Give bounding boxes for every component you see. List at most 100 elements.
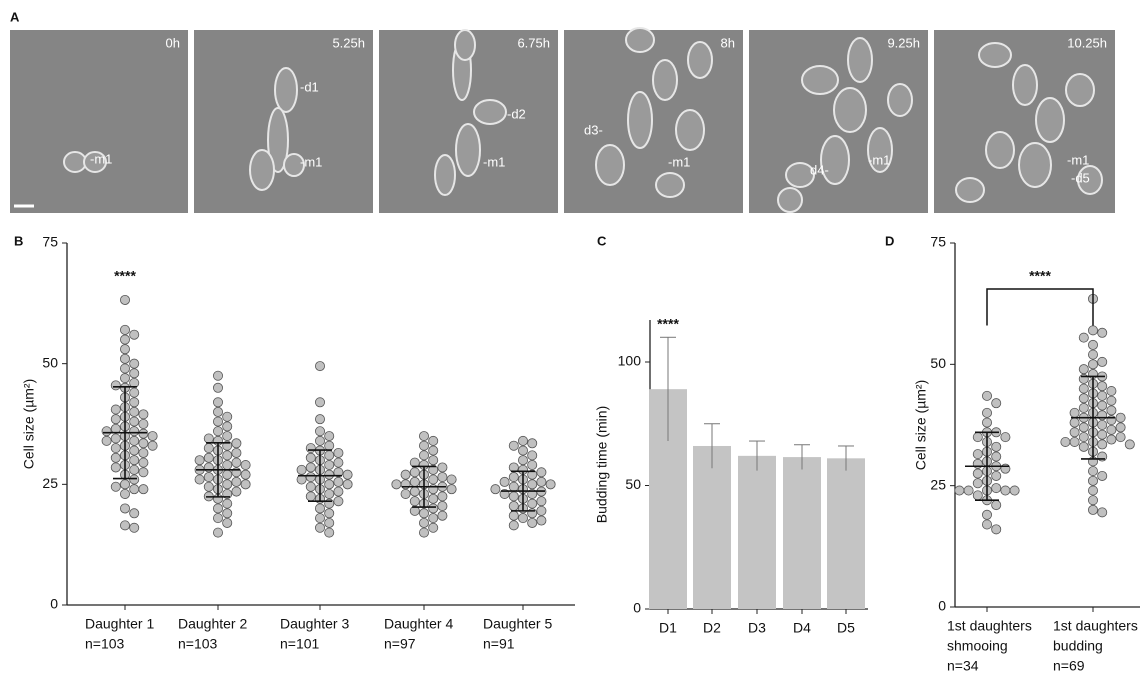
- cell: [1018, 142, 1052, 188]
- time-label: 9.25h: [887, 35, 920, 50]
- data-point: [409, 476, 420, 487]
- data-point: [129, 397, 140, 408]
- data-point: [508, 472, 519, 483]
- data-point: [120, 520, 131, 531]
- data-point: [527, 438, 538, 449]
- data-point: [314, 522, 325, 533]
- data-point: [1106, 424, 1117, 435]
- data-point: [418, 527, 429, 538]
- data-point: [138, 418, 149, 429]
- y-tick-label: 0: [50, 596, 58, 612]
- data-point: [1088, 475, 1099, 486]
- data-point: [231, 486, 242, 497]
- data-point: [527, 517, 538, 528]
- y-tick-label: 0: [938, 598, 946, 614]
- data-point: [1069, 417, 1080, 428]
- data-point: [536, 496, 547, 507]
- cell: [820, 135, 850, 185]
- significance-bracket: [986, 288, 1094, 326]
- data-point: [129, 522, 140, 533]
- data-point: [1088, 349, 1099, 360]
- data-point: [222, 411, 233, 422]
- data-point: [129, 484, 140, 495]
- micrograph: [10, 30, 188, 213]
- data-point: [222, 450, 233, 461]
- data-point: [333, 476, 344, 487]
- data-point: [527, 508, 538, 519]
- data-point: [972, 468, 983, 479]
- data-point: [991, 500, 1002, 511]
- data-point: [324, 440, 335, 451]
- data-point: [314, 435, 325, 446]
- cell: [655, 172, 685, 198]
- data-point: [1106, 395, 1117, 406]
- y-tick-label: 75: [930, 234, 946, 250]
- data-point: [101, 435, 112, 446]
- data-point: [129, 435, 140, 446]
- data-point: [428, 464, 439, 475]
- x-tick-label: budding: [1053, 638, 1103, 654]
- data-point: [1097, 470, 1108, 481]
- data-point: [545, 479, 556, 490]
- cell-label: -m1: [483, 154, 505, 169]
- data-point: [342, 469, 353, 480]
- data-point: [333, 486, 344, 497]
- data-point: [129, 368, 140, 379]
- data-point: [203, 462, 214, 473]
- data-point: [212, 416, 223, 427]
- cell-label: -d5: [1071, 170, 1090, 185]
- data-point: [508, 510, 519, 521]
- time-label: 6.75h: [517, 35, 550, 50]
- data-point: [110, 481, 121, 492]
- cell-label: -m1: [1067, 152, 1089, 167]
- data-point: [1078, 393, 1089, 404]
- y-tick-label: 0: [633, 600, 641, 616]
- cell: [955, 177, 985, 203]
- data-point: [1009, 485, 1020, 496]
- data-point: [333, 457, 344, 468]
- data-point: [991, 398, 1002, 409]
- cell: [978, 42, 1012, 68]
- data-point: [1106, 434, 1117, 445]
- data-point: [1069, 436, 1080, 447]
- data-point: [324, 450, 335, 461]
- data-point: [508, 520, 519, 531]
- x-tick-label: Daughter 3: [280, 616, 349, 632]
- cell: [455, 123, 481, 177]
- cell: [274, 67, 298, 113]
- data-point: [212, 503, 223, 514]
- data-point: [1097, 507, 1108, 518]
- data-point: [1069, 407, 1080, 418]
- data-point: [203, 472, 214, 483]
- data-point: [409, 467, 420, 478]
- data-point: [120, 503, 131, 514]
- cell: [595, 144, 625, 186]
- data-point: [314, 397, 325, 408]
- data-point: [428, 435, 439, 446]
- data-point: [110, 404, 121, 415]
- data-point: [120, 363, 131, 374]
- data-point: [120, 334, 131, 345]
- x-tick-label: shmooing: [947, 638, 1008, 654]
- micrograph: [564, 30, 743, 213]
- cell: [63, 151, 87, 173]
- data-point: [324, 498, 335, 509]
- data-point: [518, 435, 529, 446]
- data-point: [212, 382, 223, 393]
- cell: [267, 107, 289, 173]
- data-point: [518, 513, 529, 524]
- x-tick-label: 1st daughters: [947, 618, 1032, 634]
- data-point: [982, 407, 993, 418]
- data-point: [1088, 325, 1099, 336]
- data-point: [1097, 439, 1108, 450]
- cell: [473, 99, 507, 125]
- n-label: n=97: [384, 636, 416, 652]
- data-point: [1088, 466, 1099, 477]
- data-point: [120, 479, 131, 490]
- data-point: [1097, 356, 1108, 367]
- data-point: [324, 508, 335, 519]
- data-point: [1000, 432, 1011, 443]
- data-point: [203, 481, 214, 492]
- n-label: n=101: [280, 636, 320, 652]
- data-point: [1097, 327, 1108, 338]
